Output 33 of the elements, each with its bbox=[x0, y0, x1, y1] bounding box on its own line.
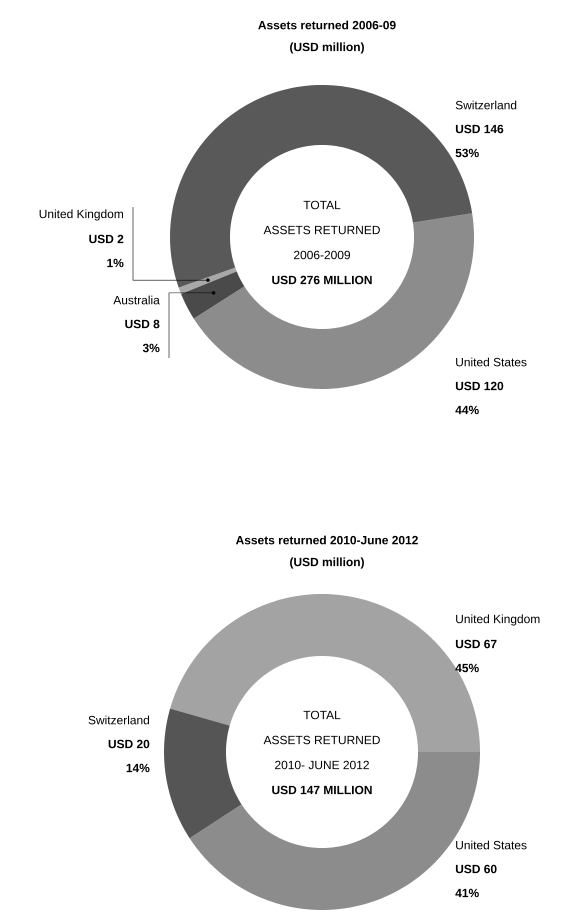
slice-label: United Kingdom bbox=[40, 209, 123, 221]
chart-subtitle: (USD million) bbox=[290, 557, 364, 569]
data-label: USD 67 bbox=[456, 640, 497, 648]
chart-title: Assets returned 2010-June 2012 bbox=[236, 536, 418, 544]
slice-label: United Kingdom bbox=[456, 614, 540, 626]
text: TOTAL bbox=[304, 200, 340, 210]
slice-label: Switzerland bbox=[88, 716, 150, 724]
text: 2010- JUNE 2012 bbox=[275, 760, 369, 770]
text: TOTAL bbox=[304, 710, 340, 720]
text: 3% bbox=[142, 344, 160, 352]
slice-label: Switzerland bbox=[456, 100, 516, 110]
chart-title: Assets returned 2006-09 bbox=[258, 20, 396, 30]
chart-subtitle: (USD million) bbox=[290, 42, 364, 54]
data-label: USD 20 bbox=[108, 740, 150, 748]
slice-label: Australia bbox=[113, 296, 160, 304]
text: ASSETS RETURNED bbox=[264, 226, 380, 234]
text: 41% bbox=[455, 888, 479, 898]
text: USD 147 MILLION bbox=[272, 786, 372, 794]
text: ASSETS RETURNED bbox=[264, 736, 380, 744]
text: USD 276 MILLION bbox=[272, 276, 372, 284]
data-label: USD 60 bbox=[456, 864, 497, 874]
text: 2006-2009 bbox=[294, 250, 350, 260]
text: 1% bbox=[107, 258, 124, 268]
text: 45% bbox=[455, 664, 479, 672]
text: 14% bbox=[126, 764, 150, 772]
data-label: USD 2 bbox=[89, 234, 124, 244]
data-label: USD 120 bbox=[456, 382, 504, 390]
slice-label: United States bbox=[456, 840, 527, 850]
text: 44% bbox=[455, 406, 479, 414]
text: 53% bbox=[456, 148, 479, 158]
data-label: USD 146 bbox=[456, 124, 504, 134]
slice-label: United States bbox=[456, 358, 527, 366]
data-label: USD 8 bbox=[125, 320, 160, 328]
